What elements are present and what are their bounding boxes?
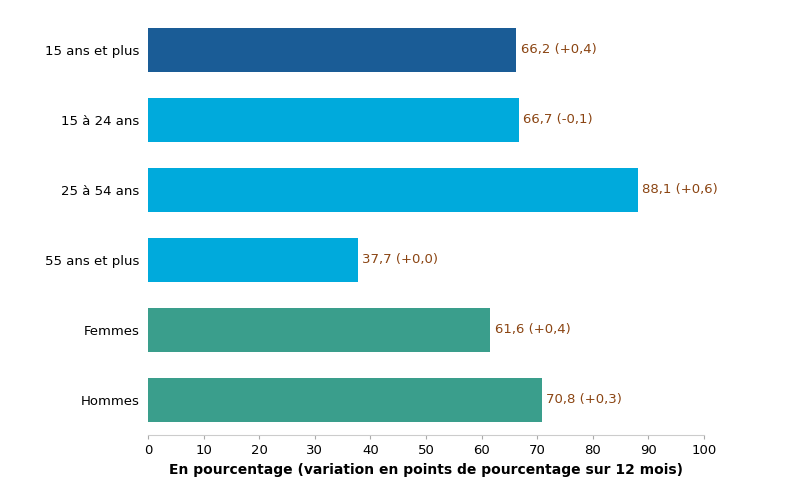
Bar (148, 238, 358, 282)
Text: 88,1 (+0,6): 88,1 (+0,6) (642, 184, 718, 196)
Text: 66,7 (-0,1): 66,7 (-0,1) (523, 114, 593, 126)
Text: 37,7 (+0,0): 37,7 (+0,0) (362, 254, 438, 266)
X-axis label: En pourcentage (variation en points de pourcentage sur 12 mois): En pourcentage (variation en points de p… (169, 462, 683, 476)
Text: 61,6 (+0,4): 61,6 (+0,4) (495, 324, 570, 336)
Bar (148, 98, 519, 142)
Text: 70,8 (+0,3): 70,8 (+0,3) (546, 394, 622, 406)
Bar (148, 308, 490, 352)
Bar (148, 378, 542, 422)
Bar (148, 168, 638, 212)
Bar (148, 28, 516, 72)
Text: 66,2 (+0,4): 66,2 (+0,4) (521, 44, 596, 57)
